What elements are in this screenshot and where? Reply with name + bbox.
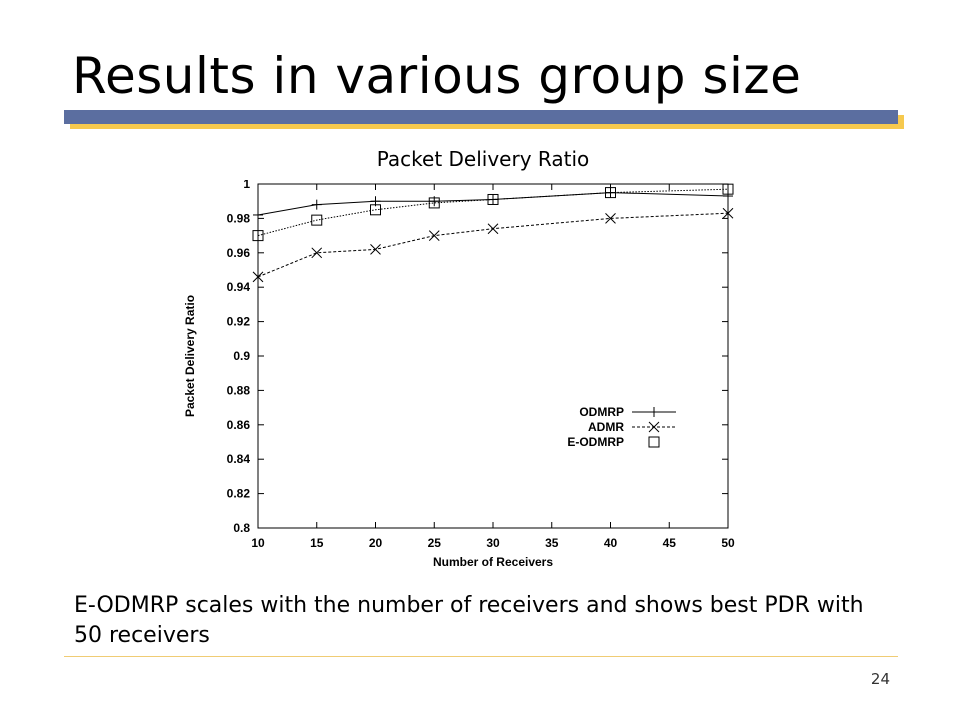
series-line-e-odmrp	[257, 188, 729, 237]
cross-marker-b	[648, 421, 660, 433]
data-point-odmrp	[723, 191, 733, 202]
x-tick-label: 35	[545, 536, 559, 550]
data-point-e-odmrp	[311, 214, 323, 226]
data-point-e-odmrp	[252, 230, 264, 242]
y-tick-label: 0.9	[233, 349, 250, 363]
pdr-line-chart: 0.8 0.82 0.84 0.86 0.88 0.9 0.92 0.94 0.96 0.98 1 1…	[183, 180, 735, 569]
legend-marker-admr	[648, 421, 660, 433]
title-underline-bar	[64, 110, 898, 124]
x-tick-label: 45	[663, 536, 677, 550]
slide-caption: E-ODMRP scales with the number of receiv…	[74, 593, 864, 648]
y-tick-label: 0.88	[227, 383, 251, 397]
data-point-e-odmrp	[605, 187, 616, 199]
y-tick-label: 0.8	[233, 521, 250, 535]
cross-marker-b	[722, 207, 734, 219]
x-tick-label: 15	[310, 536, 324, 550]
data-point-admr	[311, 247, 323, 259]
y-axis-label: Packet Delivery Ratio	[183, 295, 197, 417]
x-axis-label: Number of Receivers	[433, 555, 553, 569]
data-point-e-odmrp	[428, 197, 440, 209]
data-point-odmrp	[605, 187, 616, 198]
data-point-admr	[487, 223, 499, 235]
cross-marker-b	[428, 230, 440, 241]
data-point-admr	[605, 213, 616, 224]
y-tick-label: 0.82	[227, 487, 251, 501]
data-point-admr	[370, 244, 381, 255]
legend-label-admr: ADMR	[588, 420, 624, 434]
data-point-admr	[722, 207, 734, 219]
series-line-admr	[257, 212, 729, 278]
x-tick-label: 30	[486, 536, 500, 550]
y-tick-label: 0.84	[227, 452, 251, 466]
legend-marker-e-odmrp	[648, 436, 660, 448]
y-tick-label: 0.86	[227, 418, 251, 432]
slide-title: Results in various group size	[72, 47, 802, 105]
x-tick-label: 25	[428, 536, 442, 550]
y-tick-label: 0.98	[227, 211, 251, 225]
legend-label-odmrp: ODMRP	[579, 405, 624, 419]
legend-label-e-odmrp: E-ODMRP	[567, 435, 624, 449]
x-tick-label: 40	[604, 536, 618, 550]
y-tick-label: 0.92	[227, 315, 251, 329]
y-tick-label: 0.94	[227, 280, 251, 294]
page-number: 24	[870, 670, 890, 688]
cross-marker-b	[370, 244, 381, 255]
plot-frame	[257, 183, 729, 529]
y-tick-label: 0.96	[227, 246, 251, 260]
data-point-admr	[428, 230, 440, 241]
cross-marker-b	[605, 213, 616, 224]
series-e-odmrp	[252, 183, 734, 242]
footer-divider	[64, 656, 898, 657]
cross-marker-b	[311, 247, 323, 259]
data-point-odmrp	[311, 199, 322, 210]
data-point-admr	[252, 271, 264, 283]
chart-series	[252, 183, 734, 283]
data-point-e-odmrp	[722, 183, 734, 195]
legend-marker-odmrp	[649, 407, 659, 417]
cross-marker-b	[252, 271, 264, 283]
chart-heading: Packet Delivery Ratio	[376, 147, 590, 171]
data-point-e-odmrp	[370, 204, 381, 216]
x-tick-label: 10	[251, 536, 265, 550]
series-odmrp	[253, 187, 733, 220]
x-tick-label: 20	[369, 536, 383, 550]
chart-axes: 0.8 0.82 0.84 0.86 0.88 0.9 0.92 0.94 0.96 0.98 1 1…	[183, 180, 735, 569]
series-admr	[252, 207, 734, 283]
data-point-odmrp	[253, 209, 263, 220]
cross-marker-b	[487, 223, 499, 235]
data-point-e-odmrp	[487, 193, 499, 205]
y-tick-label: 1	[243, 180, 250, 191]
x-tick-label: 50	[721, 536, 735, 550]
